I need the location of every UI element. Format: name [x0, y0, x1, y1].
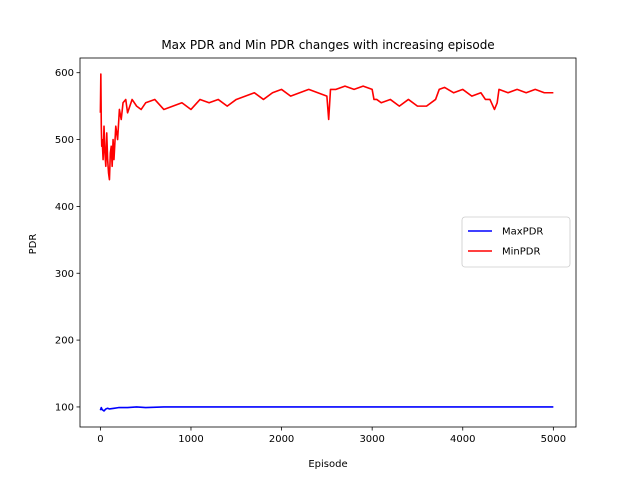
x-tick-label: 0: [97, 434, 103, 445]
y-tick-label: 500: [55, 135, 74, 146]
axes-frame: [79, 57, 577, 428]
legend: MaxPDR MinPDR: [461, 216, 571, 268]
chart-title: Max PDR and Min PDR changes with increas…: [161, 38, 494, 52]
x-tick-label: 3000: [359, 434, 384, 445]
y-tick-label: 400: [55, 202, 74, 213]
x-tick-label: 4000: [450, 434, 475, 445]
x-tick-label: 1000: [178, 434, 203, 445]
y-tick-label: 200: [55, 336, 74, 347]
x-tick-label: 2000: [269, 434, 294, 445]
y-tick-label: 300: [55, 269, 74, 280]
y-tick-label: 600: [55, 68, 74, 79]
series-line-minpdr: [99, 73, 554, 181]
legend-label-maxpdr: MaxPDR: [502, 227, 543, 238]
plot-area: 0 1000 2000 3000 4000 5000 100 200 300 400 500 600: [55, 57, 577, 445]
series-line-maxpdr: [99, 406, 554, 412]
legend-box: [461, 216, 571, 268]
x-tick-label: 5000: [541, 434, 566, 445]
legend-label-minpdr: MinPDR: [502, 247, 540, 258]
y-axis-label: PDR: [28, 234, 39, 255]
x-axis-label: Episode: [308, 459, 347, 470]
y-tick-label: 100: [55, 402, 74, 413]
